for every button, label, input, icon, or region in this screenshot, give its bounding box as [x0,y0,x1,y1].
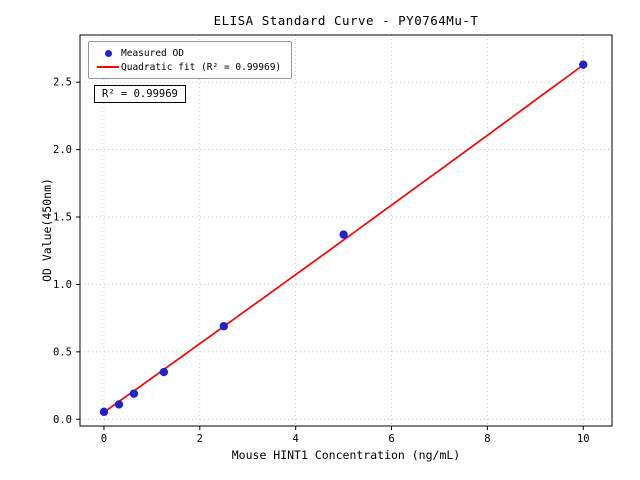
x-tick-label: 8 [484,433,490,445]
legend-swatch [95,66,121,68]
legend-swatch [95,49,121,57]
legend: Measured OD Quadratic fit (R² = 0.99969) [88,41,293,79]
line-marker-icon [97,66,119,68]
data-point [129,389,139,398]
legend-item-quadratic-fit: Quadratic fit (R² = 0.99969) [95,60,281,74]
data-point [114,400,124,409]
x-tick-label: 6 [388,433,394,445]
legend-label: Quadratic fit (R² = 0.99969) [121,61,282,73]
x-tick-label: 2 [197,433,203,445]
scatter-marker-icon [104,49,112,57]
y-tick-label: 0.5 [53,346,72,358]
quadratic-fit-line [103,64,584,413]
data-point [219,322,228,331]
y-tick-label: 1.0 [53,279,72,291]
x-axis-label: Mouse HINT1 Concentration (ng/mL) [231,448,461,462]
data-point [579,60,588,69]
chart-title: ELISA Standard Curve - PY0764Mu-T [213,13,479,28]
axes-border [79,34,613,427]
y-axis-label: OD Value(450nm) [40,178,54,282]
r-squared-annotation: R² = 0.99969 [94,85,186,103]
legend-item-measured-od: Measured OD [95,46,281,60]
y-tick-label: 1.5 [53,212,72,224]
data-point [99,407,109,417]
y-tick-label: 2.0 [53,144,72,156]
legend-label: Measured OD [121,47,184,59]
y-tick-label: 0.0 [53,414,72,426]
data-point [159,367,169,377]
x-tick-label: 4 [293,433,299,445]
x-tick-label: 10 [577,433,590,445]
data-point [339,230,348,239]
x-tick-label: 0 [101,433,107,445]
y-tick-label: 2.5 [53,77,72,89]
